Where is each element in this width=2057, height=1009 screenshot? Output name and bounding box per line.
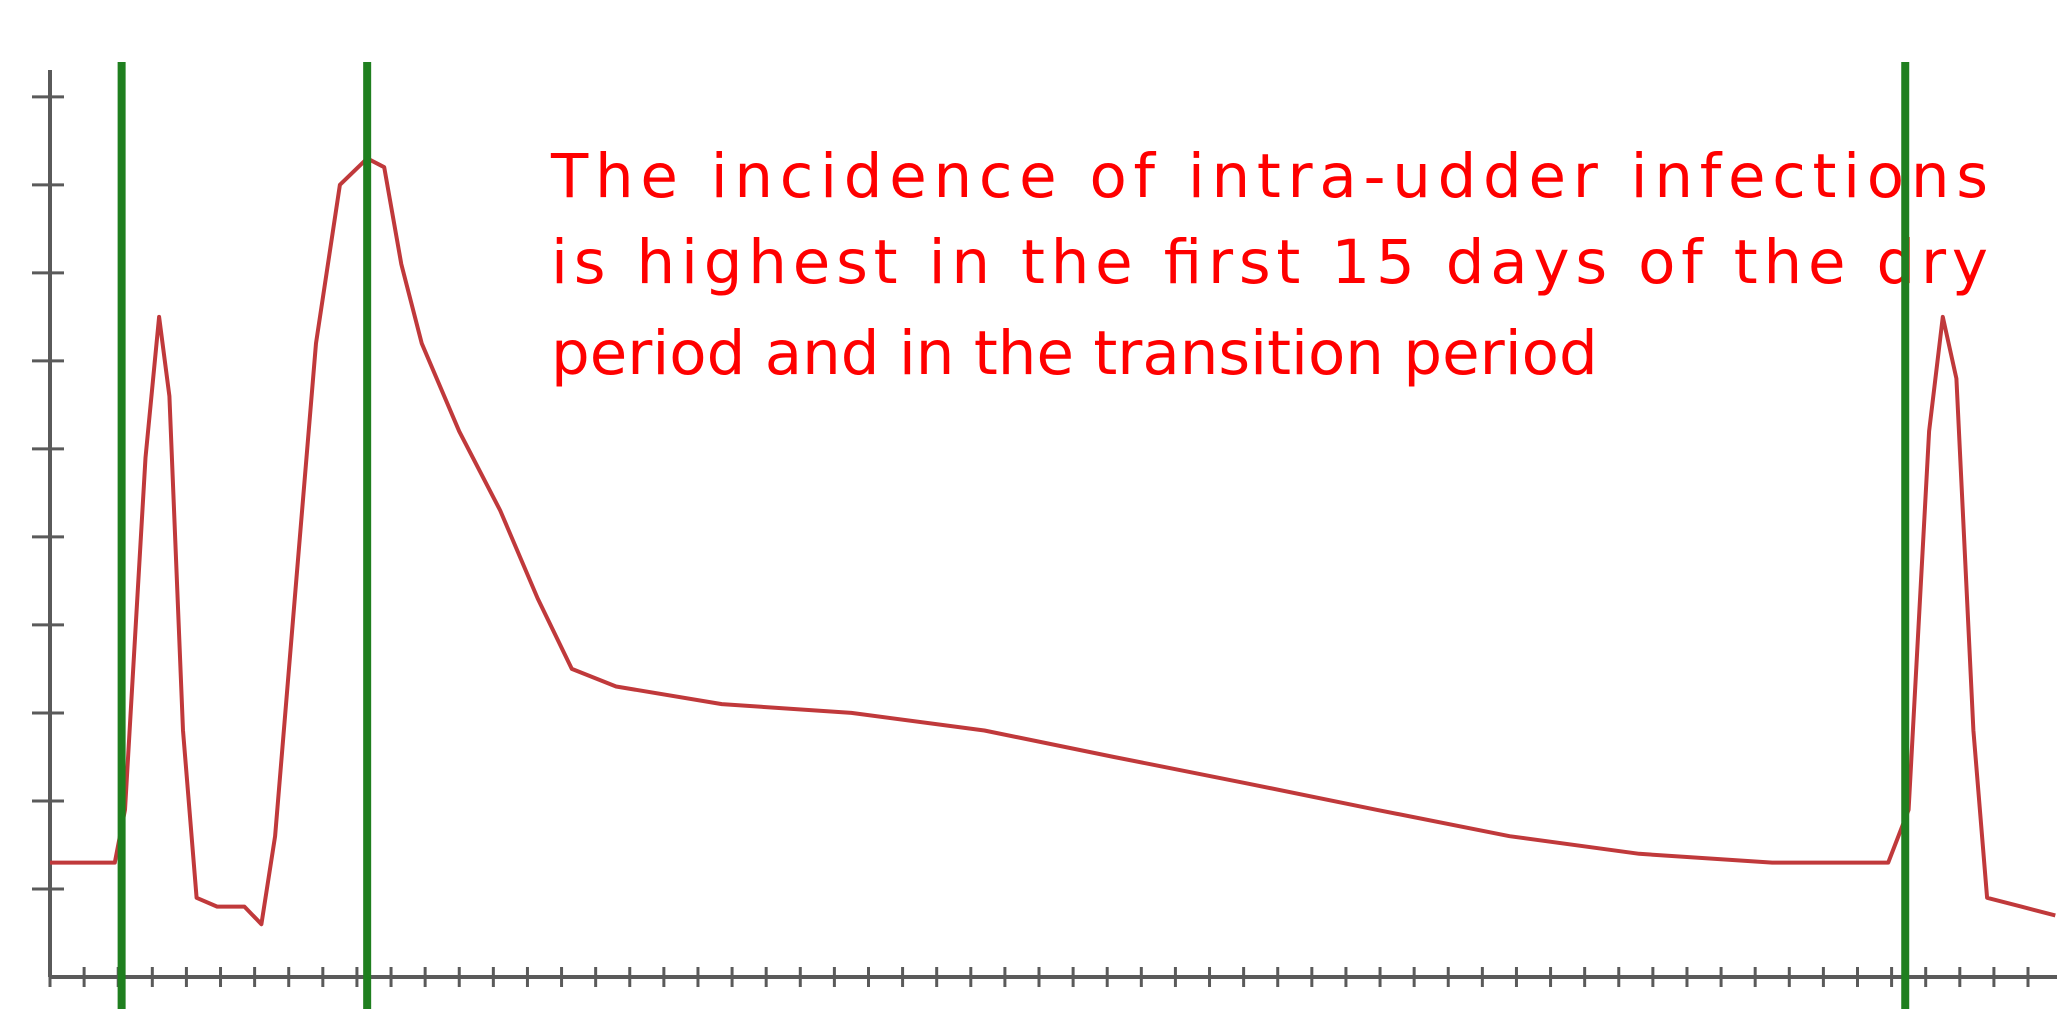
annotation-line: period and in the transition period [551, 318, 1598, 389]
data-line [50, 156, 2056, 927]
annotation-line: is highest in the first 15 days of the d… [551, 227, 1988, 298]
annotation-line: The incidence of intra-udder infections [550, 141, 1988, 212]
